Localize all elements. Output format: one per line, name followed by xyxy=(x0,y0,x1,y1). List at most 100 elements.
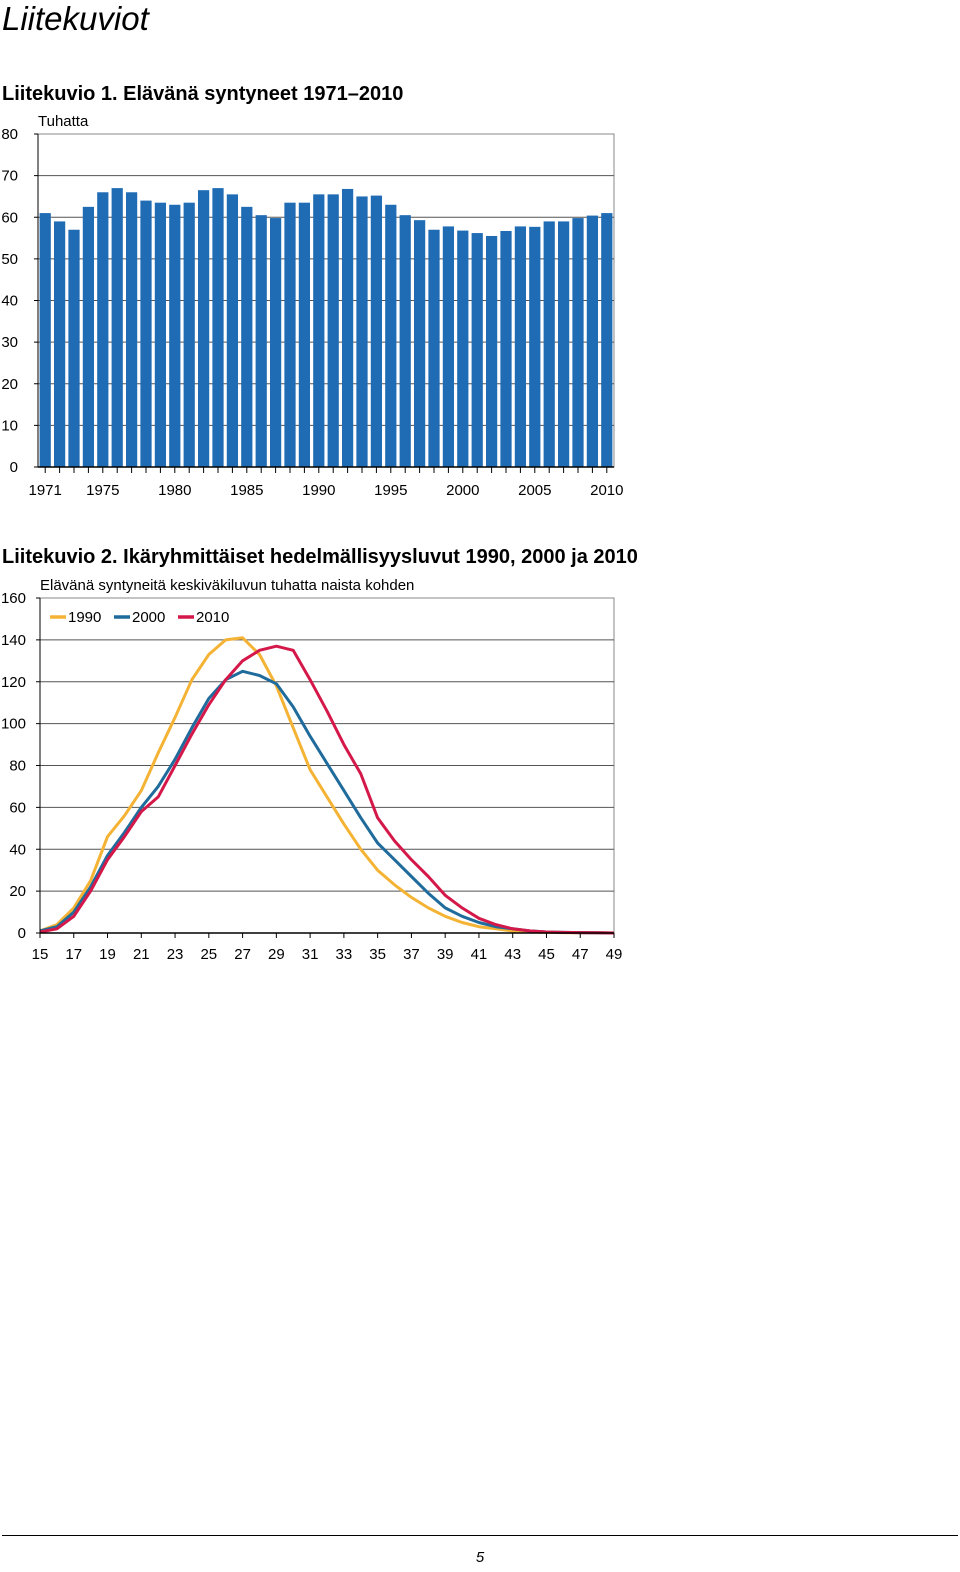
bar xyxy=(82,206,95,467)
bar xyxy=(586,215,599,467)
legend-label-2000: 2000 xyxy=(132,609,165,626)
axes xyxy=(34,133,614,473)
y-tick-label: 100 xyxy=(1,716,26,733)
bar xyxy=(241,206,253,467)
y-tick-label: 60 xyxy=(9,799,26,816)
y-tick-labels: 0 10 20 30 40 50 60 70 80 xyxy=(1,126,18,476)
x-tick-label: 1995 xyxy=(374,482,407,499)
page-heading: Liitekuviot xyxy=(2,0,149,37)
x-tick-label: 27 xyxy=(234,946,251,963)
bar xyxy=(313,194,325,467)
y-tick-label: 160 xyxy=(1,590,26,607)
bar xyxy=(125,192,138,467)
y-tick-label: 50 xyxy=(1,251,18,268)
x-tick-label: 1975 xyxy=(86,482,119,499)
bar xyxy=(341,188,354,467)
bar xyxy=(140,200,152,467)
bars xyxy=(39,188,613,468)
x-tick-label: 1971 xyxy=(29,482,62,499)
y-tick-label: 30 xyxy=(1,334,18,351)
bar xyxy=(601,213,613,467)
x-tick-label: 15 xyxy=(32,946,49,963)
bar xyxy=(500,230,512,467)
bar xyxy=(269,218,282,467)
bar xyxy=(572,218,584,467)
y-tick-label: 40 xyxy=(9,841,26,858)
x-tick-label: 2005 xyxy=(518,482,551,499)
x-tick-label: 31 xyxy=(302,946,319,963)
bar xyxy=(169,204,181,467)
x-tick-label: 41 xyxy=(471,946,488,963)
page-number: 5 xyxy=(475,1549,485,1566)
bar xyxy=(53,221,66,467)
x-tick-label: 21 xyxy=(133,946,150,963)
x-tick-label: 49 xyxy=(606,946,623,963)
bar xyxy=(399,215,411,467)
bar xyxy=(298,202,311,467)
bar xyxy=(485,235,498,467)
bar xyxy=(385,204,397,467)
bar xyxy=(514,226,527,467)
bar xyxy=(284,202,296,467)
gridlines xyxy=(37,133,615,468)
bar xyxy=(183,202,195,467)
x-tick-label: 45 xyxy=(538,946,555,963)
bar xyxy=(529,226,541,467)
bar xyxy=(327,194,339,467)
y-tick-label: 0 xyxy=(10,459,18,476)
bar xyxy=(226,194,239,467)
y-tick-label: 40 xyxy=(1,293,18,310)
y-tick-label: 10 xyxy=(1,417,18,434)
bar xyxy=(413,220,426,467)
y-tick-label: 20 xyxy=(9,883,26,900)
x-tick-label: 37 xyxy=(403,946,420,963)
x-tick-label: 43 xyxy=(504,946,521,963)
x-tick-labels: 15 17 19 21 23 25 27 29 31 33 35 37 39 41 43 45 47 49 xyxy=(32,946,623,963)
x-tick-label: 17 xyxy=(65,946,82,963)
x-tick-labels: 1971 1975 1980 1985 1990 1995 2000 2005 2010 xyxy=(29,482,624,499)
series-line-2010 xyxy=(39,644,615,935)
legend-label-1990: 1990 xyxy=(68,609,101,626)
figure1-caption: Liitekuvio 1. Elävänä syntyneet 1971–201… xyxy=(2,83,404,105)
bar xyxy=(255,215,267,467)
series-lines xyxy=(39,636,615,935)
y-tick-label: 70 xyxy=(1,168,18,185)
x-tick-label: 19 xyxy=(99,946,116,963)
x-tick-label: 35 xyxy=(369,946,386,963)
y-tick-label: 80 xyxy=(1,126,18,143)
footer-divider xyxy=(2,1535,958,1536)
bar xyxy=(212,188,224,468)
bar xyxy=(39,213,51,467)
bar xyxy=(471,233,483,467)
bar xyxy=(197,190,210,467)
x-tick-label: 1990 xyxy=(302,482,335,499)
bar xyxy=(68,229,80,467)
x-tick-label: 1980 xyxy=(158,482,191,499)
line-chart-fertility: Elävänä syntyneitä keskiväkiluvun tuhatt… xyxy=(1,577,623,963)
y-tick-label: 140 xyxy=(1,632,26,649)
x-tick-label: 2000 xyxy=(446,482,479,499)
bar xyxy=(457,230,469,467)
x-tick-label: 23 xyxy=(167,946,184,963)
x-tick-label: 29 xyxy=(268,946,285,963)
x-tick-label: 33 xyxy=(336,946,353,963)
x-tick-label: 39 xyxy=(437,946,454,963)
x-tick-label: 47 xyxy=(572,946,589,963)
chart-subtitle: Elävänä syntyneitä keskiväkiluvun tuhatt… xyxy=(40,577,414,594)
axes xyxy=(36,597,615,938)
bar xyxy=(428,229,440,467)
bar xyxy=(97,192,109,467)
y-axis-label: Tuhatta xyxy=(38,113,89,130)
y-tick-label: 120 xyxy=(1,674,26,691)
figure2-caption: Liitekuvio 2. Ikäryhmittäiset hedelmälli… xyxy=(2,546,638,568)
y-tick-label: 0 xyxy=(18,925,26,942)
legend-label-2010: 2010 xyxy=(196,609,229,626)
bar xyxy=(543,221,555,467)
x-tick-label: 2010 xyxy=(590,482,623,499)
series-line-1990 xyxy=(39,636,615,935)
y-tick-label: 60 xyxy=(1,209,18,226)
legend: 1990 2000 2010 xyxy=(50,609,229,626)
x-tick-label: 25 xyxy=(200,946,217,963)
bar xyxy=(154,202,167,467)
bar xyxy=(356,196,368,467)
